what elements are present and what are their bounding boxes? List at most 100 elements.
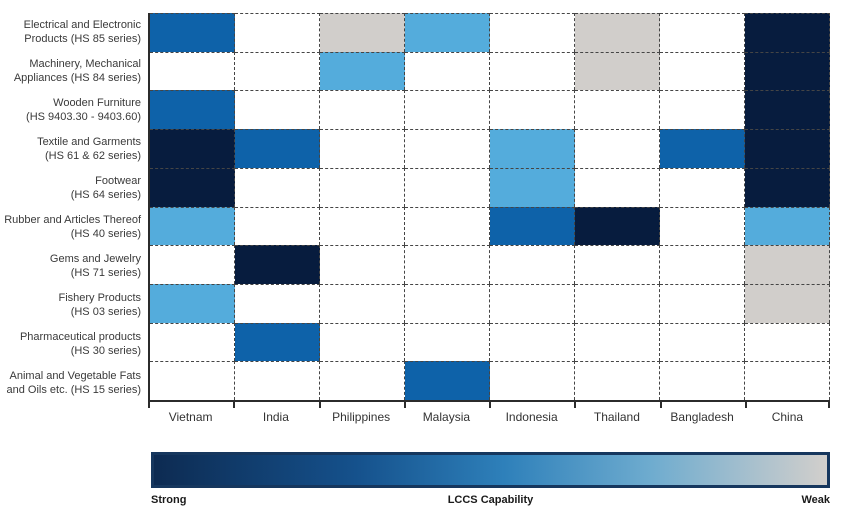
axis-tick xyxy=(233,402,236,408)
legend-weak-label: Weak xyxy=(801,494,830,506)
heatmap-cell xyxy=(150,167,235,207)
heatmap-cell xyxy=(405,13,490,52)
row-label: Fishery Products (HS 03 series) xyxy=(0,285,141,324)
heatmap-cell xyxy=(660,206,745,246)
heatmap-cell xyxy=(490,90,575,130)
heatmap-cell xyxy=(150,206,235,246)
row-label-line: Electrical and Electronic xyxy=(23,19,141,32)
axis-tick xyxy=(318,402,321,408)
heatmap-cell xyxy=(745,13,830,52)
axis-tick xyxy=(574,402,577,408)
axis-tick xyxy=(489,402,491,408)
heatmap-cell xyxy=(660,167,745,207)
legend-title: LCCS Capability xyxy=(447,494,534,506)
row-label-line: (HS 9403.30 - 9403.60) xyxy=(26,111,141,124)
heatmap-cell xyxy=(660,129,745,168)
heatmap-cell xyxy=(235,90,320,130)
heatmap-cell xyxy=(235,206,320,246)
row-label-line: Rubber and Articles Thereof xyxy=(4,213,141,226)
heatmap-cell xyxy=(405,206,490,246)
x-axis-label: Vietnam xyxy=(168,410,213,424)
heatmap-cell xyxy=(490,167,575,207)
heatmap-cell xyxy=(320,51,405,91)
x-axis-label: Philippines xyxy=(332,410,391,424)
heatmap-cell xyxy=(575,90,660,130)
heatmap-cell xyxy=(745,361,830,400)
heatmap-cell xyxy=(235,13,320,52)
row-label-line: Gems and Jewelry xyxy=(49,252,141,265)
heatmap-cell xyxy=(490,51,575,91)
heatmap-cell xyxy=(575,167,660,207)
heatmap-cell xyxy=(150,361,235,400)
heatmap-cell xyxy=(490,361,575,400)
heatmap-cell xyxy=(575,206,660,246)
x-axis-label: China xyxy=(771,410,804,424)
heatmap-cell xyxy=(405,51,490,91)
row-label-line: (HS 61 & 62 series) xyxy=(45,150,141,163)
heatmap-cell xyxy=(745,51,830,91)
x-axis-label: India xyxy=(262,410,289,424)
row-label-line: (HS 03 series) xyxy=(70,305,141,318)
row-label-line: Pharmaceutical products xyxy=(19,330,141,343)
heatmap-cell xyxy=(150,13,235,52)
heatmap-cell xyxy=(660,283,745,323)
heatmap-cell xyxy=(575,283,660,323)
heatmap-cell xyxy=(235,283,320,323)
heatmap-cell xyxy=(150,51,235,91)
heatmap-cell xyxy=(235,51,320,91)
legend-strong-label: Strong xyxy=(151,494,187,506)
legend-gradient-bar xyxy=(151,452,830,488)
row-label: Footwear (HS 64 series) xyxy=(0,169,141,208)
row-label: Animal and Vegetable Fats and Oils etc. (… xyxy=(0,363,142,402)
x-axis-label: Bangladesh xyxy=(670,410,734,424)
heatmap-grid xyxy=(148,13,830,402)
heatmap-cell xyxy=(320,361,405,400)
heatmap-cell xyxy=(405,167,490,207)
row-label-line: Machinery, Mechanical xyxy=(29,58,141,71)
heatmap-cell xyxy=(320,322,405,362)
x-axis-label: Indonesia xyxy=(505,410,558,424)
heatmap-cell xyxy=(575,13,660,52)
heatmap-cell xyxy=(660,90,745,130)
heatmap-cell xyxy=(235,129,320,168)
row-label-line: Wooden Furniture xyxy=(53,97,141,110)
heatmap-cell xyxy=(745,245,830,284)
heatmap-cell xyxy=(660,51,745,91)
heatmap-cell xyxy=(235,361,320,400)
heatmap-cell xyxy=(745,206,830,246)
heatmap-cell xyxy=(405,90,490,130)
heatmap-cell xyxy=(320,90,405,130)
heatmap-cell xyxy=(575,129,660,168)
heatmap-cell xyxy=(320,129,405,168)
heatmap-cell xyxy=(150,245,235,284)
row-label-line: Appliances (HS 84 series) xyxy=(13,72,141,85)
row-label: Machinery, Mechanical Appliances (HS 84 s… xyxy=(0,52,141,91)
row-label: Rubber and Articles Thereof (HS 40 series… xyxy=(0,208,141,247)
row-label-line: (HS 64 series) xyxy=(70,189,141,202)
row-label-line: (HS 71 series) xyxy=(70,266,141,279)
heatmap-cell xyxy=(235,167,320,207)
row-label: Pharmaceutical products (HS 30 series) xyxy=(0,324,141,363)
heatmap-cell xyxy=(405,129,490,168)
axis-tick xyxy=(403,402,406,408)
row-label: Wooden Furniture (HS 9403.30 - 9403.60) xyxy=(0,91,141,130)
heatmap-cell xyxy=(660,245,745,284)
heatmap-cell xyxy=(490,129,575,168)
heatmap-cell xyxy=(235,245,320,284)
axis-tick xyxy=(659,402,662,408)
heatmap-cell xyxy=(150,129,235,168)
row-label-line: (HS 30 series) xyxy=(70,344,141,357)
heatmap-cell xyxy=(320,206,405,246)
axis-tick xyxy=(744,402,747,408)
row-label: Gems and Jewelry (HS 71 series) xyxy=(0,246,141,285)
heatmap-cell xyxy=(490,13,575,52)
axis-tick xyxy=(148,402,150,408)
heatmap-cell xyxy=(660,361,745,400)
row-label-line: Footwear xyxy=(95,175,141,188)
heatmap-cell xyxy=(235,322,320,362)
heatmap-cell xyxy=(575,51,660,91)
x-axis-label: Malaysia xyxy=(422,410,471,424)
heatmap-cell xyxy=(490,322,575,362)
heatmap-cell xyxy=(405,283,490,323)
